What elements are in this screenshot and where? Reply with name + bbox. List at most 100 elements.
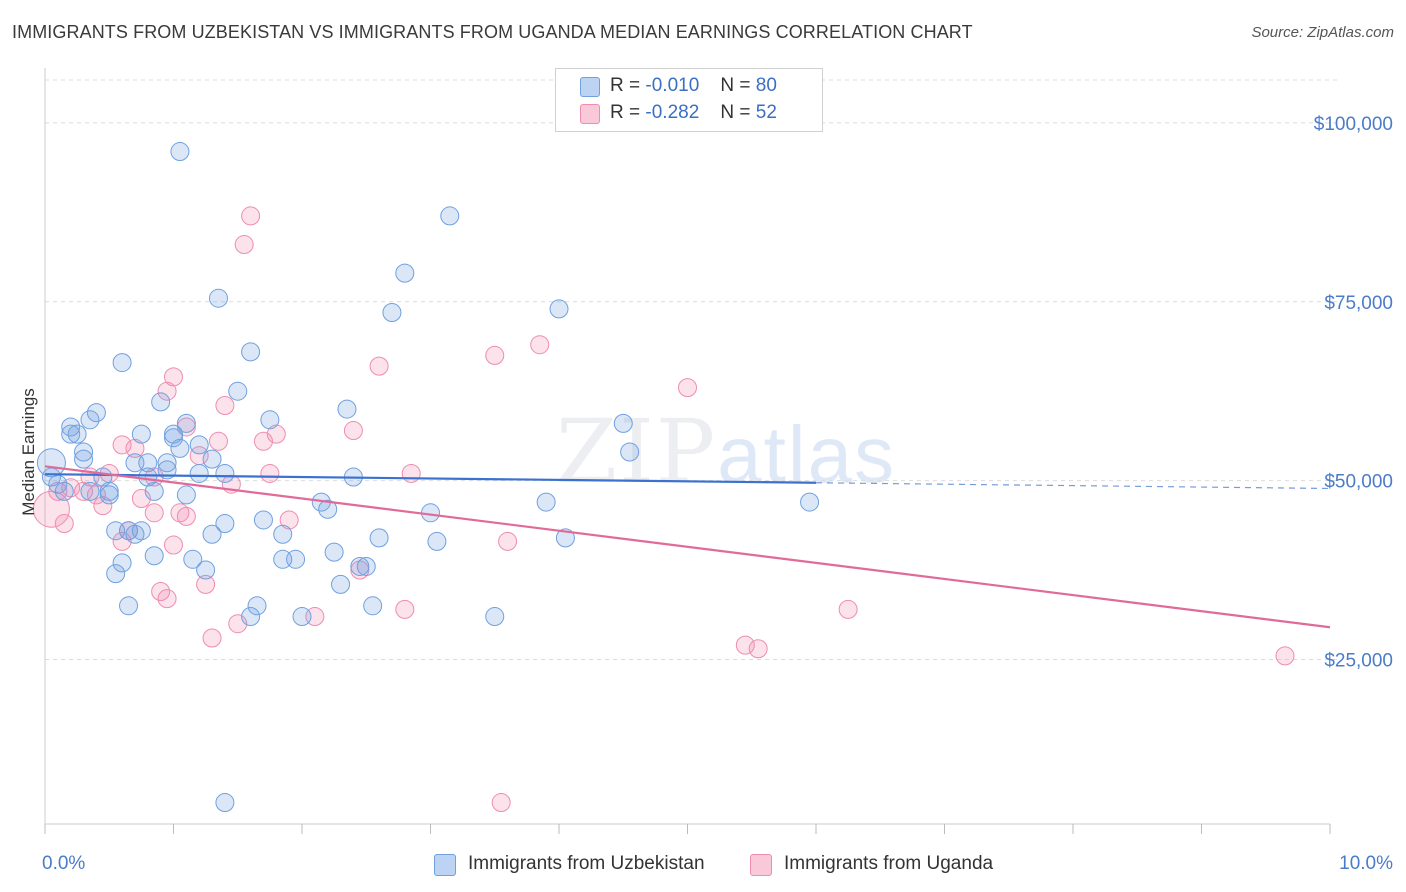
uzbekistan-point (800, 492, 820, 512)
uzbekistan-point (144, 546, 164, 566)
bottom-legend-swatch-uganda (750, 854, 772, 876)
y-tick-label: $100,000 (1314, 114, 1393, 135)
uganda-point (678, 378, 697, 398)
source-credit: Source: ZipAtlas.com (1251, 24, 1394, 41)
uzbekistan-point (131, 521, 151, 541)
uzbekistan-point (241, 342, 261, 362)
chart-title: IMMIGRANTS FROM UZBEKISTAN VS IMMIGRANTS… (12, 22, 973, 42)
uzbekistan-point (318, 499, 338, 519)
zipatlas-watermark: ZIPatlas (556, 400, 896, 503)
legend-r-label: R = (610, 102, 641, 123)
uzbekistan-point (337, 399, 357, 419)
trend-lines (44, 465, 1331, 629)
uzbekistan-point (356, 556, 376, 576)
uzbekistan-point (395, 263, 415, 283)
y-tick-label: $75,000 (1324, 293, 1393, 314)
uganda-point (241, 206, 261, 226)
y-axis-label: Median Earnings (19, 388, 38, 516)
uzbekistan-point (382, 303, 402, 322)
uzbekistan-point (613, 413, 633, 433)
uzbekistan-point (215, 514, 235, 534)
watermark-atlas: atlas (717, 410, 897, 499)
uzbekistan-point (427, 531, 447, 551)
uzbekistan-point (253, 510, 273, 530)
uzbekistan-point (144, 481, 164, 501)
uzbekistan-point (228, 381, 248, 401)
trend-line-uzbekistan-extension (815, 482, 1331, 490)
uganda-point (748, 639, 768, 659)
uganda-point (530, 335, 550, 355)
legend-swatch-uganda (580, 104, 600, 124)
uganda-point (176, 506, 196, 526)
uzbekistan-point (202, 449, 222, 469)
uzbekistan-point (350, 556, 370, 576)
uganda-point (279, 510, 299, 530)
bottom-legend-label-uganda: Immigrants from Uganda (784, 853, 994, 874)
legend-row-uganda: R = -0.282 N = 52 (556, 100, 822, 126)
uzbekistan-point (74, 449, 94, 469)
uzbekistan-point (138, 453, 158, 473)
legend-text-uganda: R = -0.282 N = 52 (610, 100, 777, 126)
uzbekistan-point (61, 417, 81, 437)
legend-r-value: -0.010 (645, 75, 700, 96)
uganda-point (208, 431, 228, 451)
uzbekistan-point (196, 560, 216, 580)
uzbekistan-point (260, 410, 280, 430)
uzbekistan-point (86, 403, 106, 423)
bottom-legend-label-uzbekistan: Immigrants from Uzbekistan (468, 853, 705, 874)
legend-n-value: 80 (755, 75, 777, 96)
legend-row-uzbekistan: R = -0.010 N = 80 (556, 73, 822, 99)
legend-r-label: R = (610, 75, 641, 96)
uganda-point (369, 356, 389, 376)
uzbekistan-point (620, 442, 640, 462)
uzbekistan-point (176, 485, 196, 505)
uzbekistan-point (80, 410, 100, 430)
uganda-point (54, 514, 74, 534)
uzbekistan-point (170, 142, 190, 162)
uzbekistan-point (112, 353, 132, 373)
uganda-point (735, 635, 755, 655)
uzbekistan-point (183, 549, 203, 569)
uzbekistan-point (164, 428, 183, 448)
uzbekistan-point (99, 481, 119, 501)
uganda-point (144, 503, 164, 523)
uganda-point (151, 582, 171, 601)
uzbekistan-point (170, 438, 190, 458)
uganda-point (170, 503, 190, 523)
uzbekistan-point (324, 542, 344, 562)
uzbekistan-point (74, 442, 94, 462)
uzbekistan-point (61, 424, 81, 444)
uganda-point (838, 599, 858, 619)
uzbekistan-point (125, 524, 145, 544)
uzbekistan-point (189, 463, 209, 483)
uzbekistan-point (112, 553, 132, 573)
uzbekistan-point (157, 453, 177, 473)
uganda-point (164, 367, 183, 387)
uganda-point (260, 463, 280, 483)
uzbekistan-point (549, 299, 569, 319)
uganda-point (343, 421, 363, 441)
uzbekistan-point (273, 524, 293, 544)
tick-labels: $25,000 $50,000 $75,000 $100,000 0.0% 10.0% Me… (19, 114, 1393, 874)
legend-n-value: 52 (755, 102, 777, 123)
uzbekistan-point (292, 607, 312, 627)
legend-text-uzbekistan: R = -0.010 N = 80 (610, 73, 777, 99)
uganda-point (234, 235, 254, 255)
uzbekistan-point (440, 206, 460, 226)
uzbekistan-point (54, 481, 74, 501)
axes (44, 68, 1331, 834)
legend-swatch-uzbekistan (580, 77, 600, 97)
uganda-point (74, 481, 94, 501)
y-tick-label: $25,000 (1324, 650, 1393, 671)
uzbekistan-point (176, 413, 196, 433)
uzbekistan-point (151, 392, 171, 412)
uzbekistan-point (536, 492, 556, 512)
uzbekistan-point (36, 448, 66, 478)
uganda-point (485, 345, 505, 365)
watermark-zip: ZIP (556, 400, 718, 503)
legend-n-label: N = (720, 102, 751, 123)
uganda-point (266, 424, 286, 444)
uzbekistan-point (241, 607, 261, 627)
y-tick-label: $50,000 (1324, 472, 1393, 493)
